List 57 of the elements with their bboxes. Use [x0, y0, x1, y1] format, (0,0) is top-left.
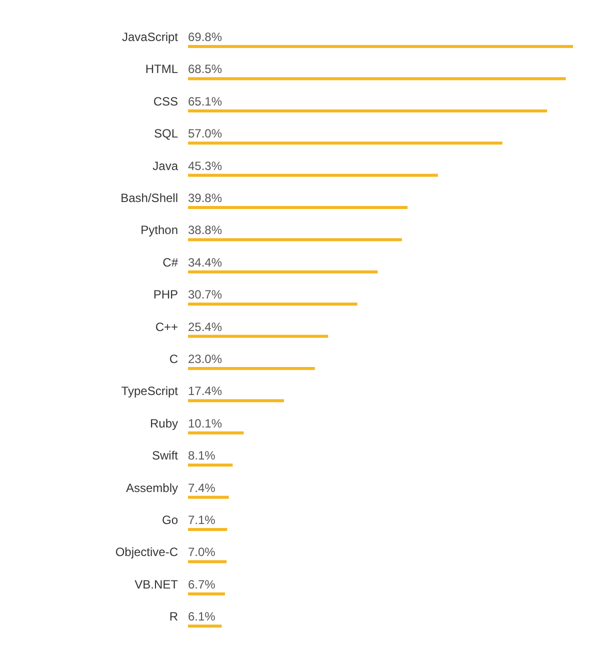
y-tick-label: Assembly: [126, 480, 178, 495]
y-tick-label: CSS: [153, 94, 178, 108]
bar: [188, 431, 244, 434]
bar: [188, 77, 566, 80]
data-label: 39.8%: [188, 191, 222, 205]
y-tick-label: Objective-C: [115, 545, 178, 560]
bar: [188, 238, 402, 242]
y-tick-label: Bash/Shell: [120, 191, 178, 205]
bar: [188, 45, 573, 48]
bar: [188, 109, 548, 112]
data-label: 7.4%: [188, 480, 216, 495]
bar: [188, 399, 284, 402]
y-tick-label: VB.NET: [134, 577, 179, 592]
y-tick-label: SQL: [154, 126, 178, 141]
y-tick-label: C: [169, 352, 178, 366]
y-tick-label: Java: [152, 158, 178, 173]
data-label: 8.1%: [188, 448, 216, 463]
y-tick-label: Go: [162, 513, 178, 527]
bar: [188, 206, 408, 209]
bar: [188, 334, 328, 338]
data-label: 10.1%: [188, 416, 222, 430]
data-label: 7.0%: [188, 545, 216, 560]
y-tick-label: R: [169, 610, 178, 624]
data-label: 23.0%: [188, 352, 222, 366]
data-label: 69.8%: [188, 30, 222, 44]
bar: [188, 367, 315, 370]
bar: [188, 302, 358, 306]
y-tick-label: C++: [155, 320, 178, 334]
data-label: 34.4%: [188, 255, 222, 270]
data-label: 30.7%: [188, 288, 222, 302]
bar: [188, 592, 225, 596]
bar: [188, 624, 222, 628]
y-tick-label: C#: [162, 255, 178, 270]
y-tick-label: Python: [140, 223, 178, 238]
data-label: 68.5%: [188, 62, 222, 76]
data-label: 45.3%: [188, 158, 222, 173]
bar: [188, 464, 233, 467]
bar: [188, 528, 228, 531]
data-label: 6.1%: [188, 610, 216, 624]
y-tick-label: Ruby: [150, 416, 178, 430]
data-label: 7.1%: [188, 513, 216, 527]
y-tick-label: JavaScript: [122, 30, 179, 44]
data-label: 38.8%: [188, 223, 222, 238]
bar: [188, 174, 438, 177]
data-label: 57.0%: [188, 126, 222, 141]
y-tick-label: Swift: [152, 448, 179, 463]
bar: [188, 142, 502, 145]
data-label: 25.4%: [188, 320, 222, 334]
y-tick-label: HTML: [145, 62, 178, 76]
bar: [188, 270, 378, 274]
data-label: 65.1%: [188, 94, 222, 108]
y-tick-label: TypeScript: [121, 384, 179, 398]
data-label: 17.4%: [188, 384, 222, 398]
data-label: 6.7%: [188, 577, 216, 592]
bar: [188, 560, 227, 564]
y-tick-label: PHP: [153, 288, 178, 302]
bar: [188, 496, 229, 499]
